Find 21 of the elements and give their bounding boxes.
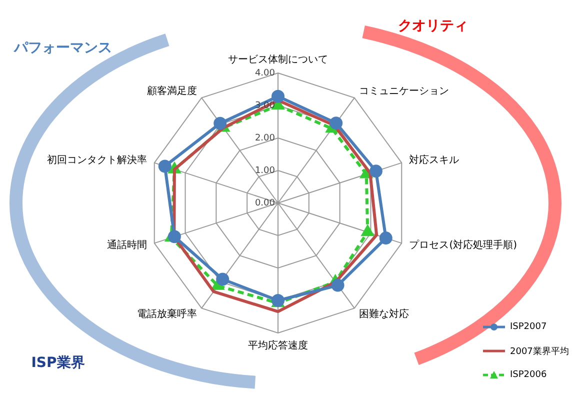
legend-label: ISP2007 (510, 322, 547, 332)
text: パフォーマンス (14, 39, 112, 57)
spoke-label: 電話放棄呼率 (136, 308, 197, 320)
spoke-label: 対応スキル (409, 154, 460, 166)
spoke-label: 通話時間 (106, 239, 147, 252)
spoke-label: コミュニケーション (359, 86, 450, 97)
spoke-label: 平均応答速度 (248, 340, 308, 352)
y-tick-label: 1.00 (254, 166, 276, 176)
spoke-label: 困難な対応 (359, 308, 410, 320)
text: ISP業界 (31, 354, 85, 372)
spoke-label: 初回コンタクト解決率 (46, 154, 147, 166)
y-tick-label: 4.00 (254, 68, 276, 78)
y-tick-label: 3.00 (254, 100, 276, 111)
spoke-label: 顧客満足度 (146, 84, 197, 97)
legend-label: 2007業界平均 (510, 346, 569, 358)
y-tick-label: 0.00 (254, 198, 276, 208)
spoke-label: プロセス(対応処理手順) (409, 239, 518, 252)
spoke-label: サービス体制について (228, 54, 328, 66)
y-tick-label: 2.00 (254, 133, 276, 144)
text: クオリティ (398, 17, 468, 35)
legend-label: ISP2006 (510, 370, 547, 380)
